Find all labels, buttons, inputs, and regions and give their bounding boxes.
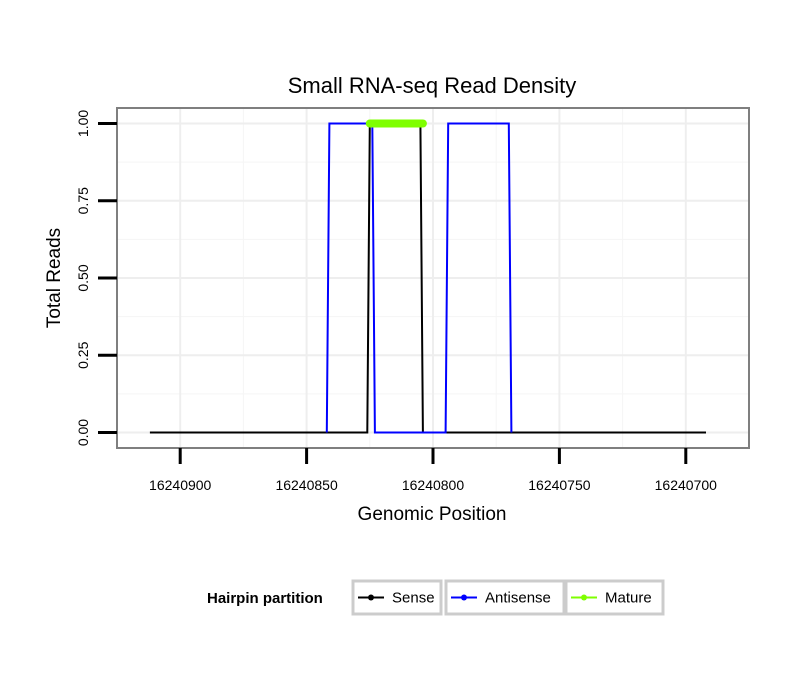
x-tick-label: 16240750 xyxy=(528,477,591,493)
x-tick-label: 16240800 xyxy=(402,477,465,493)
legend-key-dot xyxy=(461,594,467,601)
legend-title: Hairpin partition xyxy=(207,590,323,607)
y-tick-label: 0.50 xyxy=(75,264,91,291)
legend-label: Sense xyxy=(392,590,435,607)
legend: Hairpin partition Sense Antisense Mature xyxy=(207,579,665,616)
y-tick-label: 0.00 xyxy=(75,419,91,446)
x-tick-label: 16240850 xyxy=(275,477,338,493)
y-axis-title: Total Reads xyxy=(44,228,65,328)
legend-item-antisense: Antisense xyxy=(444,579,566,616)
series-lines xyxy=(149,119,706,434)
legend-item-sense: Sense xyxy=(351,579,443,616)
y-tick-label: 0.25 xyxy=(75,341,91,368)
axes: 16240900 16240850 16240800 16240750 16240700… xyxy=(75,110,717,493)
x-tick-label: 16240700 xyxy=(655,477,718,493)
legend-key-dot xyxy=(581,594,587,601)
chart-title: Small RNA-seq Read Density xyxy=(288,73,577,98)
grid xyxy=(117,108,749,448)
x-tick-label: 16240900 xyxy=(149,477,212,493)
x-axis-title: Genomic Position xyxy=(358,504,507,525)
legend-key-dot xyxy=(368,594,374,601)
series-line-antisense xyxy=(325,122,513,434)
legend-label: Mature xyxy=(605,590,652,607)
legend-item-mature: Mature xyxy=(564,579,665,616)
y-tick-label: 1.00 xyxy=(75,110,91,137)
y-tick-label: 0.75 xyxy=(75,187,91,214)
legend-label: Antisense xyxy=(485,590,551,607)
